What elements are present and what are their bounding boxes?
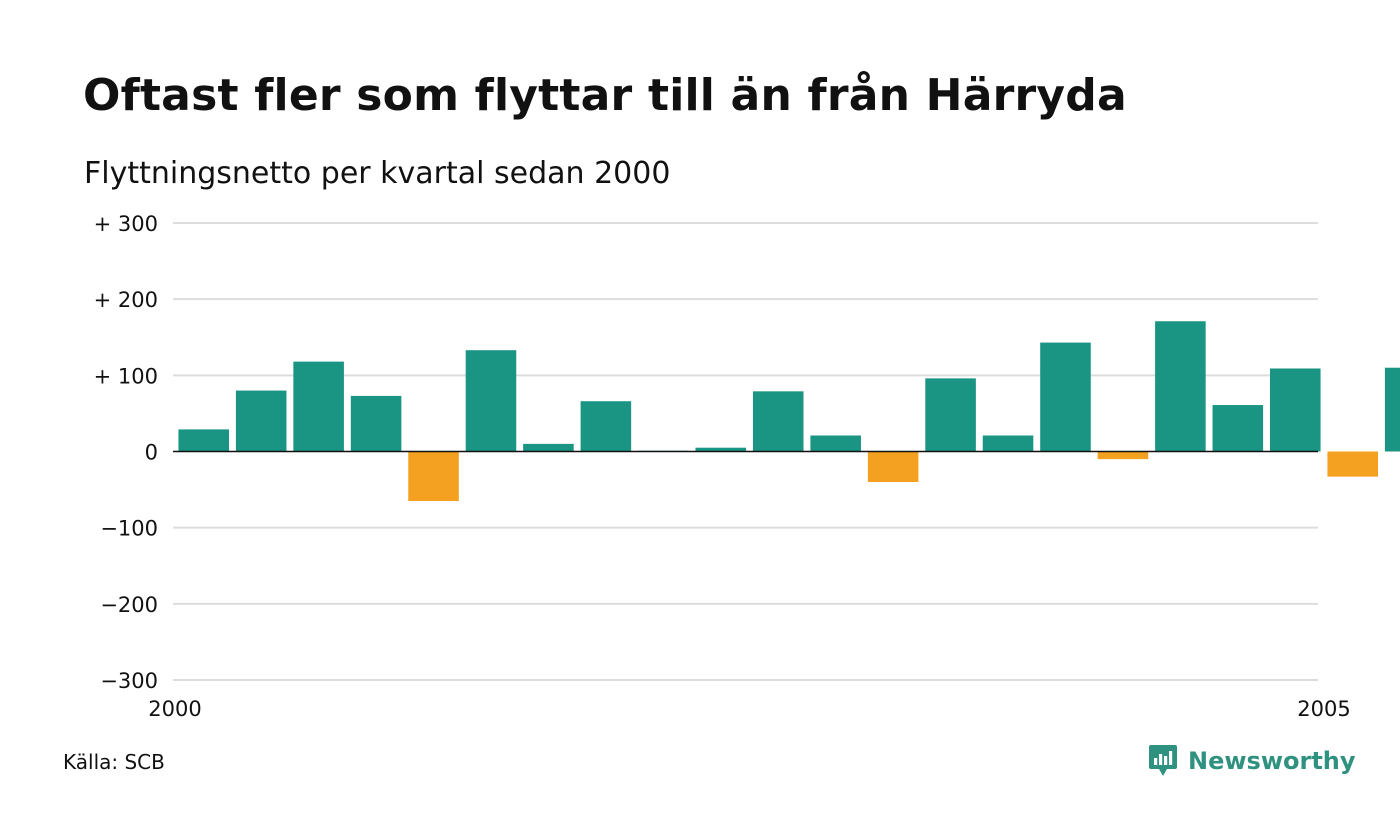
y-tick-label: + 300 [94,212,158,236]
bar [1040,342,1091,452]
bar [695,447,747,452]
newsworthy-logo-icon [1149,745,1177,776]
bar [752,391,804,452]
bar [982,435,1034,452]
bar [350,395,402,452]
y-tick-label: −100 [100,517,158,541]
bar [235,390,287,452]
bar [925,378,976,452]
bar [1155,321,1206,452]
y-tick-label: + 200 [94,288,158,312]
bar [178,429,230,452]
chart-title: Oftast fler som flyttar till än från Här… [83,70,1127,121]
bar [408,451,459,502]
x-tick-label: 2000 [148,697,201,721]
bar [293,361,344,452]
bar [867,451,919,482]
chart-subtitle: Flyttningsnetto per kvartal sedan 2000 [84,156,671,191]
bar [523,443,574,452]
x-tick-label: 2005 [1297,697,1350,721]
bar [810,435,861,452]
bar [1097,451,1149,460]
bar [1212,405,1264,452]
grid-lines [173,222,1318,681]
bar [1327,451,1379,477]
newsworthy-logo[interactable]: Newsworthy [1148,744,1356,778]
axes: + 300+ 200+ 1000−100−200−300200020052010… [94,212,1351,721]
y-tick-label: −200 [100,593,158,617]
source-note: Källa: SCB [63,750,165,774]
logo-text: Newsworthy [1188,747,1356,775]
bar [580,401,632,452]
bar [1384,367,1400,452]
y-tick-label: 0 [145,441,158,465]
bar [1270,368,1321,452]
y-tick-label: −300 [100,669,158,693]
y-tick-label: + 100 [94,364,158,388]
bars [178,321,1400,502]
bar [465,350,517,452]
